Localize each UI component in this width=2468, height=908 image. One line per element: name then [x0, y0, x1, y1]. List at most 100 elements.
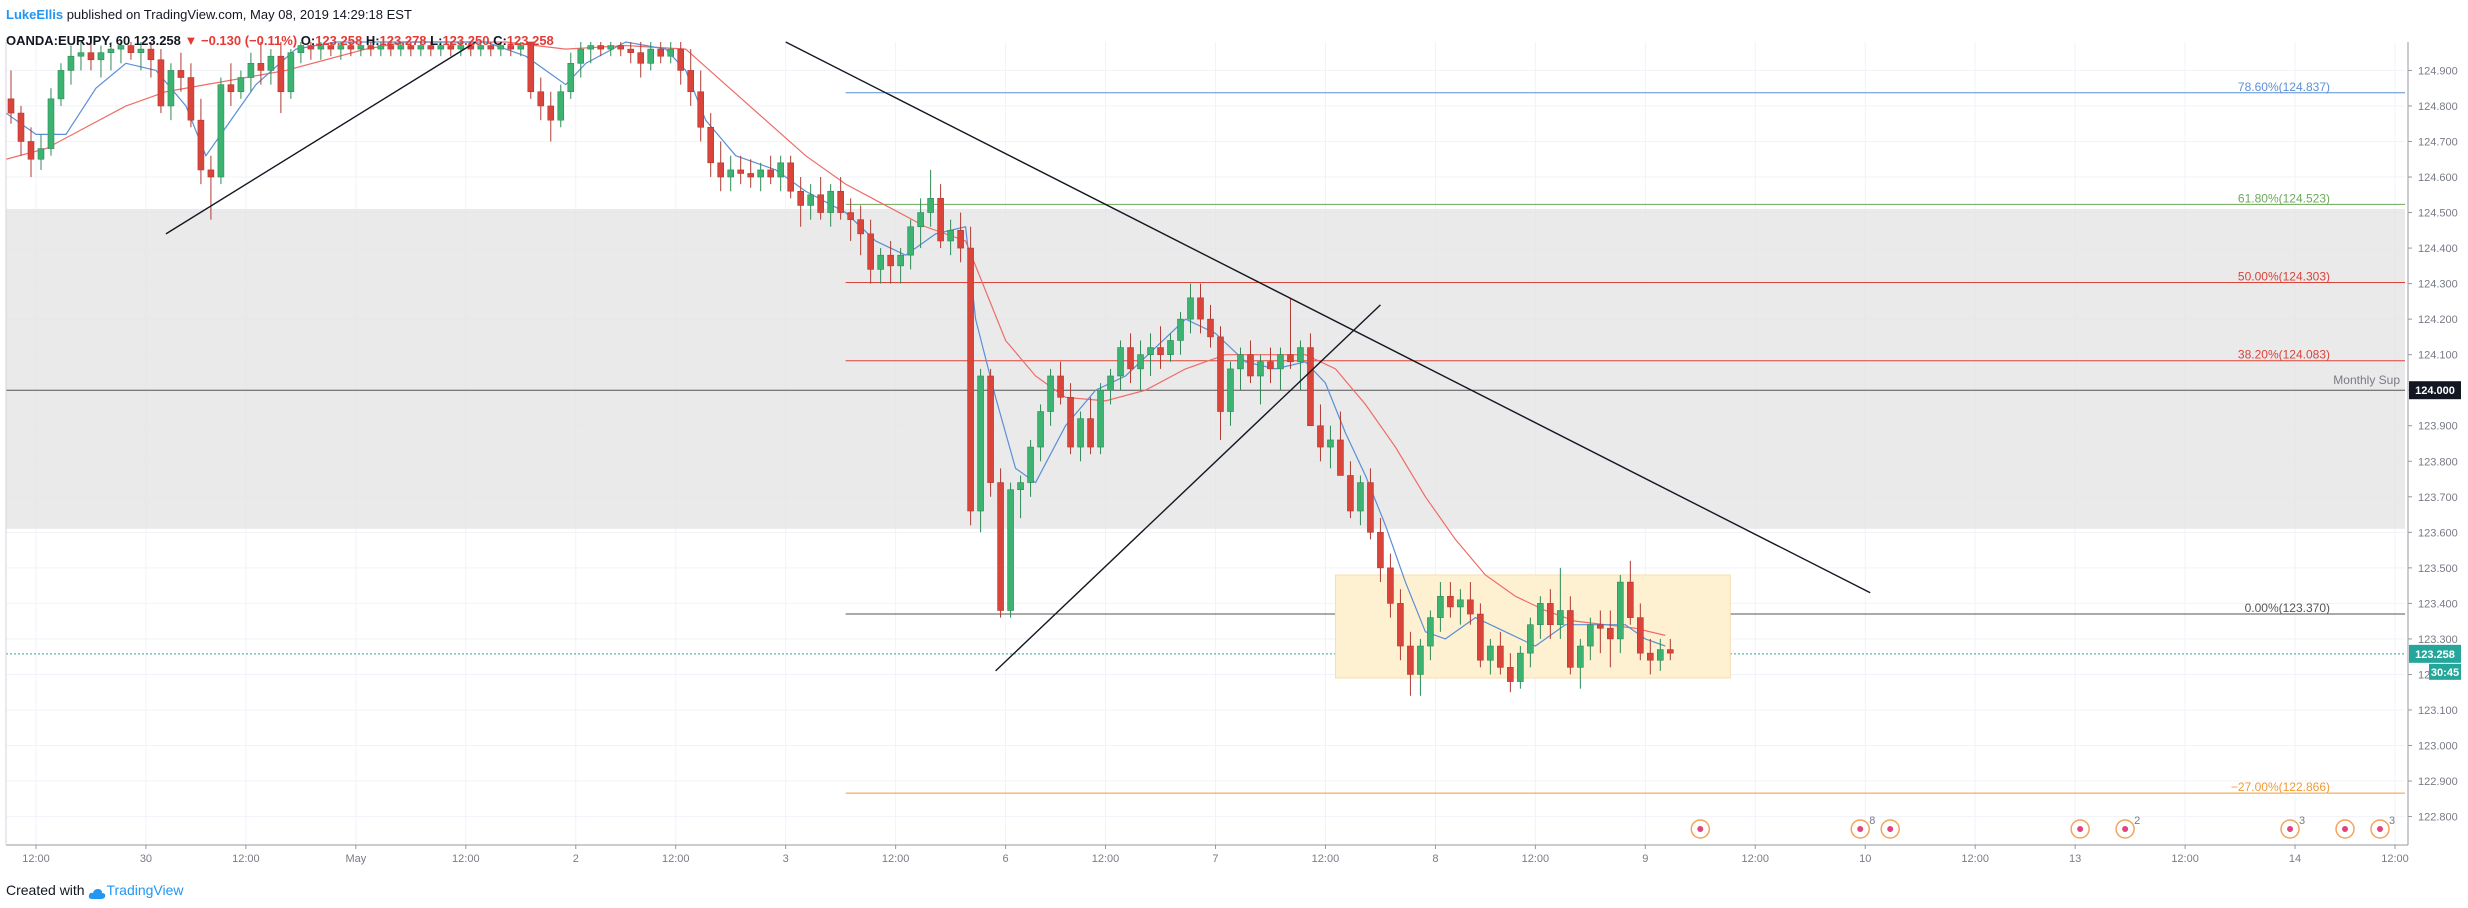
candle-body [117, 45, 125, 50]
candle-body [527, 41, 535, 93]
candle-body [347, 45, 355, 50]
monthly-support-tag-text: 124.000 [2415, 385, 2455, 397]
event-marker-dot [1887, 826, 1894, 832]
created-with-label: Created with [6, 882, 85, 898]
candle-body [1077, 418, 1084, 448]
candle-body [1427, 617, 1434, 647]
candle-body [457, 45, 465, 50]
event-marker-dot [2377, 826, 2384, 832]
candle-body [1257, 361, 1264, 377]
candle-body [767, 169, 774, 178]
candle-body [1447, 595, 1454, 608]
author-name[interactable]: LukeEllis [6, 7, 64, 22]
x-tick-label: 12:00 [1312, 853, 1340, 865]
candle-body [87, 52, 95, 61]
candle-body [737, 169, 744, 174]
candle-body [1317, 425, 1324, 448]
chart-header: LukeEllis published on TradingView.com, … [6, 2, 554, 52]
candle-body [1567, 610, 1574, 668]
candle-body [907, 226, 914, 256]
candle-body [1607, 627, 1614, 640]
candle-body [1507, 667, 1514, 682]
candle-body [957, 230, 964, 249]
candle-body [1337, 439, 1344, 476]
monthly-support-tag [2409, 381, 2461, 400]
candle-body [797, 190, 804, 206]
candle-body [1237, 354, 1244, 370]
candle-body [97, 52, 105, 61]
candle-body [1477, 613, 1484, 661]
candle-body [1217, 336, 1224, 412]
x-tick-label: 7 [1212, 853, 1218, 865]
x-tick-label: 14 [2289, 853, 2301, 865]
candle-body [1157, 347, 1164, 355]
y-tick-label: 124.800 [2418, 101, 2458, 113]
candle-body [787, 162, 794, 192]
x-tick-label: 30 [140, 853, 152, 865]
candle-body [1027, 446, 1034, 483]
candle-body [187, 77, 195, 121]
candle-body [1387, 567, 1394, 604]
candle-body [107, 48, 115, 53]
fib-level-label: −27.00%(122.866) [2231, 780, 2330, 794]
candle-body [547, 105, 555, 121]
y-tick-label: 122.800 [2418, 812, 2458, 824]
symbol-label[interactable]: OANDA:EURJPY, 60 [6, 33, 131, 48]
cloud-icon [88, 885, 106, 900]
candle-body [1587, 624, 1594, 647]
candle-body [1197, 297, 1204, 320]
high-label: H: [365, 33, 380, 48]
candle-body [127, 45, 135, 53]
x-tick-label: 3 [783, 853, 789, 865]
time-axis[interactable]: 12:00 30 12:00 May 12:00 2 12:00 3 12:00 6 12:00 7 1… [22, 845, 2409, 865]
low-label: L: [430, 33, 443, 48]
candle-body [657, 48, 665, 57]
candle-body [367, 45, 375, 50]
fib-level-label: 78.60%(124.837) [2238, 80, 2330, 94]
candle-body [777, 162, 784, 178]
candle-body [637, 52, 645, 64]
last-price-tag-text: 123.258 [2415, 649, 2455, 661]
candle-body [627, 48, 635, 53]
x-tick-label: 12:00 [2171, 853, 2199, 865]
candle-body [817, 194, 824, 213]
candle-body [647, 48, 655, 64]
close-label: C: [493, 33, 507, 48]
candle-body [177, 70, 185, 78]
price-axis[interactable]: 124.900 124.800 124.700 124.600 124.500 124.4… [2408, 65, 2458, 824]
x-tick-label: 8 [1432, 853, 1438, 865]
candle-body [297, 45, 305, 53]
candle-body [1047, 375, 1054, 412]
fib-level-label: 50.00%(124.303) [2238, 270, 2330, 284]
candle-body [57, 70, 65, 100]
candle-body [1617, 581, 1624, 640]
candle-body [1037, 411, 1044, 448]
event-marker-dot [2342, 826, 2349, 832]
candle-body [1207, 318, 1214, 338]
countdown-tag-text: 30:45 [2431, 667, 2459, 679]
y-tick-label: 123.000 [2418, 741, 2458, 753]
candle-body [937, 198, 944, 242]
candle-body [277, 55, 285, 93]
x-tick-label: 9 [1642, 853, 1648, 865]
candle-body [1147, 347, 1154, 355]
candle-body [217, 84, 225, 178]
tradingview-link[interactable]: TradingView [106, 882, 184, 898]
candle-body [1517, 652, 1524, 682]
candle-body [357, 45, 365, 50]
candle-body [1177, 318, 1184, 341]
candle-body [1547, 603, 1554, 626]
candle-body [1347, 475, 1354, 512]
candle-body [747, 173, 754, 178]
candle-body [1407, 645, 1414, 675]
candle-body [1187, 297, 1194, 320]
x-tick-label: 12:00 [1961, 853, 1989, 865]
candle-body [1267, 361, 1274, 370]
y-tick-label: 123.800 [2418, 456, 2458, 468]
candle-body [1017, 482, 1024, 490]
candle-body [1377, 532, 1384, 569]
candle-body [837, 190, 844, 213]
candle-body [667, 48, 675, 57]
event-count: 8 [1869, 815, 1875, 827]
